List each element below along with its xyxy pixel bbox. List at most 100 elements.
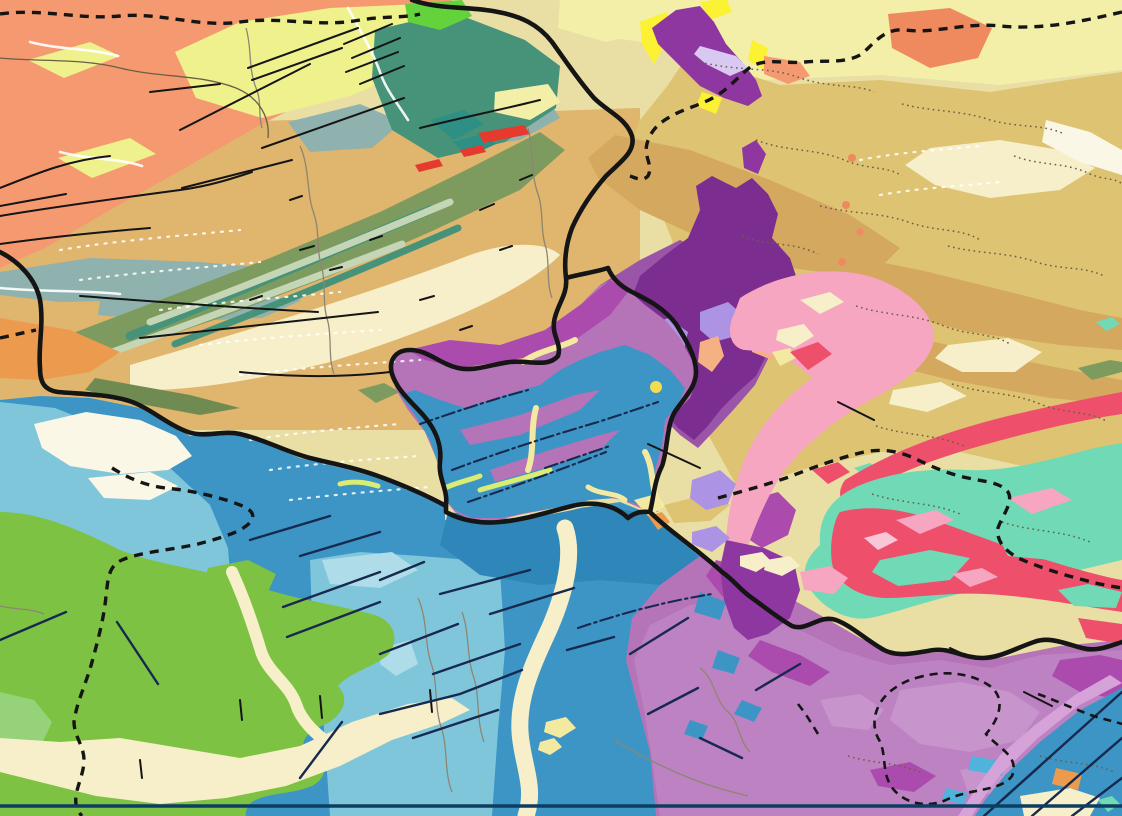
fault-line-navy — [754, 662, 802, 692]
geo-unit-salmon-dot — [842, 201, 850, 209]
geo-unit-yellow-fringe — [696, 92, 722, 114]
fault-dash-dot — [450, 400, 660, 472]
fault-line — [647, 443, 701, 469]
geo-unit-seagreen — [372, 12, 560, 158]
geo-unit-blue-enclave — [400, 345, 685, 518]
geo-unit-paleyellow — [58, 138, 156, 178]
geo-unit-pink-patch — [800, 566, 848, 594]
admin-line-thin — [699, 667, 751, 753]
dashed-boundary — [629, 10, 1122, 181]
geo-unit-olivedark-strip — [85, 378, 240, 415]
geo-unit-lemon-lake — [494, 84, 560, 120]
fault-dash-dot — [543, 444, 612, 470]
geo-unit-mint — [1058, 584, 1122, 608]
geo-unit-cream — [776, 324, 814, 348]
geo-unit-crimson — [790, 342, 832, 370]
speckle-texture — [58, 228, 242, 252]
admin-line-dotted — [951, 383, 1109, 423]
geo-unit-cream — [800, 292, 844, 314]
fault-line — [181, 159, 293, 189]
geo-unit-red-volcanic — [460, 145, 486, 157]
geo-unit-teal-patch — [694, 592, 726, 620]
speckle-texture — [878, 180, 1002, 197]
fault-line-navy — [0, 610, 68, 642]
dashed-boundary — [796, 703, 820, 735]
geo-unit-white-blob — [34, 412, 192, 474]
fault-line — [0, 227, 151, 245]
geo-unit-cream-lowland — [0, 698, 470, 804]
fault-line — [239, 371, 391, 378]
geo-unit-cream — [764, 556, 800, 576]
geo-unit-orange — [0, 318, 120, 380]
geo-unit-pink-streak — [952, 568, 998, 587]
admin-line-dotted — [819, 205, 981, 241]
fault-line-navy — [628, 616, 690, 656]
geo-unit-cream — [935, 338, 1042, 372]
geo-unit-tealgray — [288, 104, 402, 152]
geo-unit-white-blob — [88, 472, 178, 500]
fault-line-navy — [565, 635, 616, 652]
fault-line-navy — [298, 530, 382, 558]
fault-dash-dot — [576, 592, 714, 630]
geo-unit-red-volcanic — [415, 159, 443, 172]
fault-line — [251, 47, 343, 81]
fault-line-navy — [1030, 736, 1122, 816]
river-small — [346, 6, 410, 122]
geo-unit-orange-patch — [1052, 768, 1082, 790]
admin-line-thin — [245, 27, 263, 129]
fault-line-navy — [1070, 776, 1122, 816]
geo-unit-yellow-vein — [525, 405, 539, 473]
fault-line-navy — [285, 600, 382, 639]
geo-unit-tandeep — [828, 252, 1122, 350]
speckle-texture — [248, 422, 402, 442]
geo-unit-mint-dot — [1098, 796, 1120, 812]
geo-unit-sage-stripe — [108, 240, 406, 356]
river — [226, 566, 348, 758]
fault-line — [139, 311, 379, 339]
dashed-boundary — [1037, 692, 1122, 726]
speckle-texture — [198, 328, 382, 347]
geo-unit-lavender — [690, 470, 736, 510]
fault-dash-dot — [466, 450, 608, 504]
fault-line — [0, 193, 67, 207]
geo-unit-cream — [740, 552, 772, 572]
fault-line — [359, 65, 405, 85]
geo-unit-orchidlight — [890, 682, 1040, 752]
geo-unit-magenta-band — [408, 280, 628, 368]
fault-line-navy — [378, 622, 460, 656]
speckle-texture — [858, 144, 982, 162]
river-small — [58, 150, 144, 168]
fault-line-navy — [298, 720, 344, 780]
geo-unit-cream — [905, 140, 1095, 198]
geo-unit-yellow-patch — [538, 738, 562, 755]
geo-unit-tealdeep — [430, 110, 484, 140]
geo-unit-yellow-patch — [544, 717, 576, 738]
speckle-texture — [238, 358, 422, 377]
geo-unit-pink-streak — [896, 510, 954, 534]
geo-unit-yellow-vein — [520, 337, 578, 365]
geo-unit-orchidlight — [820, 694, 884, 730]
geo-unit-yellowgreen-vein — [337, 479, 381, 489]
fault-line — [419, 99, 541, 129]
dashed-boundary — [72, 466, 255, 816]
fault-line — [345, 51, 399, 73]
geo-unit-teal-patch — [684, 720, 708, 740]
geo-unit-crimson-band — [831, 508, 1122, 612]
geo-unit-mint — [872, 550, 970, 586]
geo-unit-pink-streak — [1008, 488, 1072, 514]
fault-tick — [249, 174, 533, 331]
geo-unit-purple-finger — [742, 140, 766, 174]
country-border — [647, 509, 1122, 661]
country-border — [0, 249, 449, 509]
geo-unit-blue-wedge — [975, 688, 1122, 816]
dashed-boundary — [0, 10, 421, 26]
admin-line-thin — [461, 611, 485, 743]
fault-line — [837, 401, 875, 421]
fault-tick — [139, 689, 433, 779]
fault-line-navy — [488, 586, 576, 616]
geo-unit-red-volcanic — [478, 125, 530, 143]
admin-line-dotted — [901, 103, 1065, 135]
geo-unit-yellowgreen-vein — [442, 473, 483, 491]
